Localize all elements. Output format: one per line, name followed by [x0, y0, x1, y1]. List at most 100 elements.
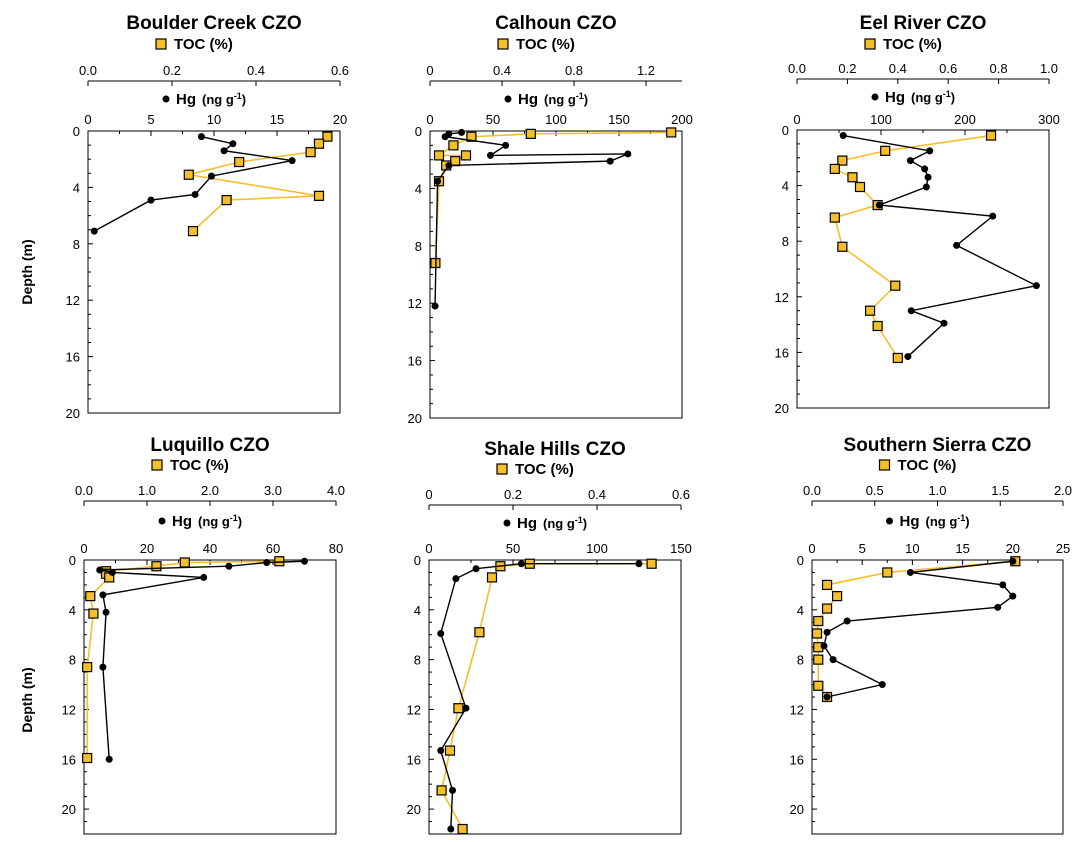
toc-point — [854, 181, 866, 193]
hg-tick-label: 10 — [207, 112, 221, 127]
toc-point — [221, 194, 232, 206]
hg-series-line — [440, 563, 639, 830]
panel-title: Eel River CZO — [860, 13, 987, 34]
toc-point — [880, 145, 891, 156]
depth-tick-label: 12 — [775, 290, 789, 305]
toc-point — [88, 608, 99, 619]
hg-point — [147, 196, 155, 204]
toc-point — [187, 226, 199, 237]
hg-tick-label: 0 — [426, 112, 433, 127]
toc-tick-label: 0.4 — [247, 63, 265, 78]
plot-frame — [428, 559, 682, 835]
toc-tick-label: 0.2 — [504, 487, 522, 502]
plot-frame — [429, 130, 683, 419]
hg-point — [994, 603, 1002, 611]
hg-legend-marker — [158, 517, 166, 525]
hg-point — [462, 704, 470, 712]
hg-point — [823, 628, 831, 636]
hg-point — [431, 302, 439, 310]
toc-point — [466, 131, 477, 142]
toc-point — [82, 662, 93, 673]
hg-point — [907, 307, 915, 315]
toc-legend-label: TOC (%) — [174, 36, 233, 53]
toc-tick-label: 0 — [426, 63, 433, 78]
toc-point — [646, 558, 657, 569]
depth-tick-label: 20 — [408, 411, 422, 426]
depth-tick-label: 4 — [414, 603, 421, 618]
y-axis-label: Depth (m) — [19, 239, 35, 304]
hg-point — [449, 786, 457, 794]
hg-point — [904, 353, 912, 361]
toc-point — [985, 130, 997, 141]
toc-tick-label: 0.4 — [588, 487, 606, 502]
hg-point — [839, 132, 847, 140]
toc-point — [813, 654, 824, 665]
hg-point — [229, 140, 237, 148]
toc-point — [444, 745, 456, 756]
hg-point — [999, 581, 1007, 589]
depth-tick-label: 20 — [66, 406, 80, 421]
toc-legend-marker — [864, 38, 876, 50]
depth-tick-label: 8 — [73, 237, 80, 252]
hg-tick-label: 200 — [954, 112, 976, 127]
toc-tick-label: 0.8 — [990, 61, 1008, 76]
depth-tick-label: 12 — [66, 293, 80, 308]
hg-point — [434, 177, 442, 185]
hg-tick-label: 5 — [859, 541, 866, 556]
toc-tick-label: 0.2 — [163, 63, 181, 78]
toc-tick-label: 1.5 — [991, 483, 1009, 498]
hg-tick-label: 0 — [808, 541, 815, 556]
hg-tick-label: 50 — [506, 541, 520, 556]
toc-legend-label: TOC (%) — [898, 457, 957, 474]
plot-frame — [87, 130, 341, 414]
depth-tick-label: 0 — [415, 124, 422, 139]
toc-tick-label: 0.6 — [331, 63, 349, 78]
toc-tick-label: 0.8 — [565, 63, 583, 78]
depth-tick-label: 16 — [408, 354, 422, 369]
toc-point — [85, 591, 96, 602]
depth-tick-label: 0 — [797, 553, 804, 568]
hg-legend-marker — [503, 519, 511, 527]
hg-point — [1032, 282, 1040, 290]
toc-legend-label: TOC (%) — [883, 36, 942, 53]
hg-point — [606, 157, 614, 165]
hg-tick-label: 60 — [266, 541, 280, 556]
panel-title: Luquillo CZO — [150, 435, 269, 456]
toc-point — [460, 150, 472, 161]
panel-title: Shale Hills CZO — [484, 439, 625, 460]
hg-tick-label: 0 — [793, 112, 800, 127]
hg-point — [1009, 557, 1017, 565]
depth-tick-label: 0 — [782, 123, 789, 138]
hg-tick-label: 10 — [905, 541, 919, 556]
toc-tick-label: 0.4 — [493, 63, 511, 78]
hg-legend-label: Hg (ng g-1) — [517, 515, 587, 532]
hg-legend-label: Hg (ng g-1) — [176, 91, 246, 108]
hg-tick-label: 0 — [80, 541, 87, 556]
toc-legend-marker — [155, 38, 167, 50]
hg-point — [472, 565, 480, 573]
toc-point — [847, 172, 858, 183]
hg-point — [96, 566, 104, 574]
hg-point — [906, 568, 914, 576]
depth-tick-label: 0 — [73, 124, 80, 139]
hg-point — [458, 128, 465, 136]
hg-point — [989, 212, 997, 220]
depth-tick-label: 20 — [407, 802, 421, 817]
hg-point — [105, 755, 113, 763]
toc-point — [882, 567, 893, 578]
hg-point — [940, 319, 948, 327]
depth-tick-label: 8 — [69, 653, 76, 668]
depth-tick-label: 12 — [407, 702, 421, 717]
hg-series-line — [823, 560, 1014, 698]
hg-tick-label: 300 — [1038, 112, 1060, 127]
hg-point — [225, 562, 233, 570]
hg-point — [102, 608, 110, 616]
toc-point — [313, 190, 325, 201]
toc-point — [179, 557, 190, 568]
toc-tick-label: 2.0 — [1054, 483, 1072, 498]
hg-tick-label: 0 — [84, 112, 91, 127]
hg-legend-marker — [871, 93, 879, 101]
toc-tick-label: 4.0 — [327, 483, 345, 498]
toc-tick-label: 0.6 — [939, 61, 957, 76]
